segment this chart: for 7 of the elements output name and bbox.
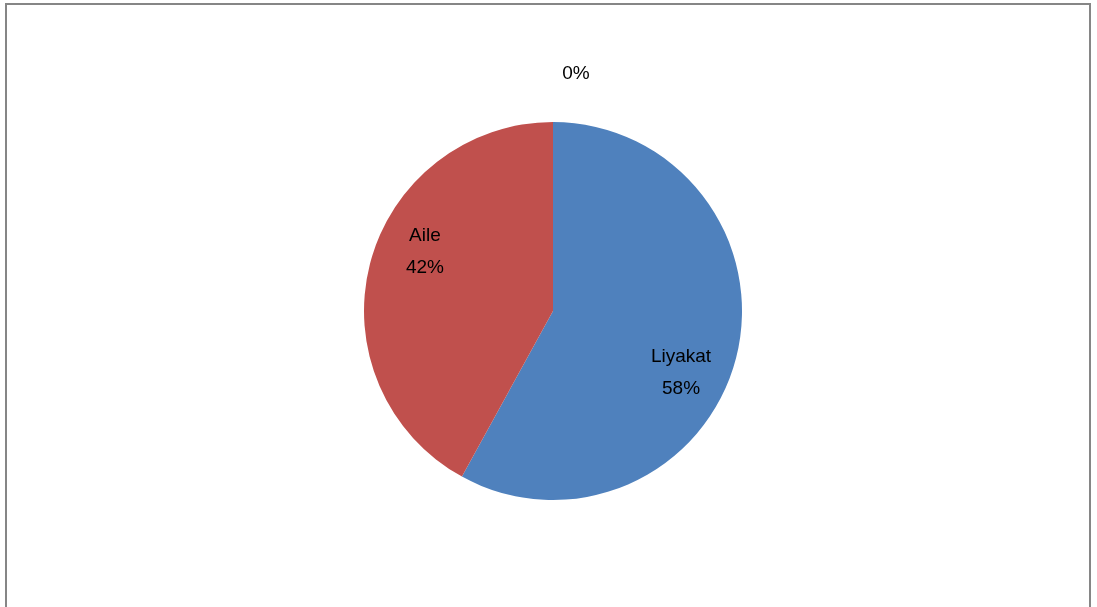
data-label: 42%: [405, 255, 445, 277]
data-label: 58%: [662, 377, 701, 399]
pie-slice: [461, 122, 742, 500]
slice-label: Liyakat: [650, 345, 712, 367]
text: 0%: [562, 61, 590, 83]
slice-label: Aile: [409, 223, 441, 245]
pie-slice: [364, 122, 553, 477]
